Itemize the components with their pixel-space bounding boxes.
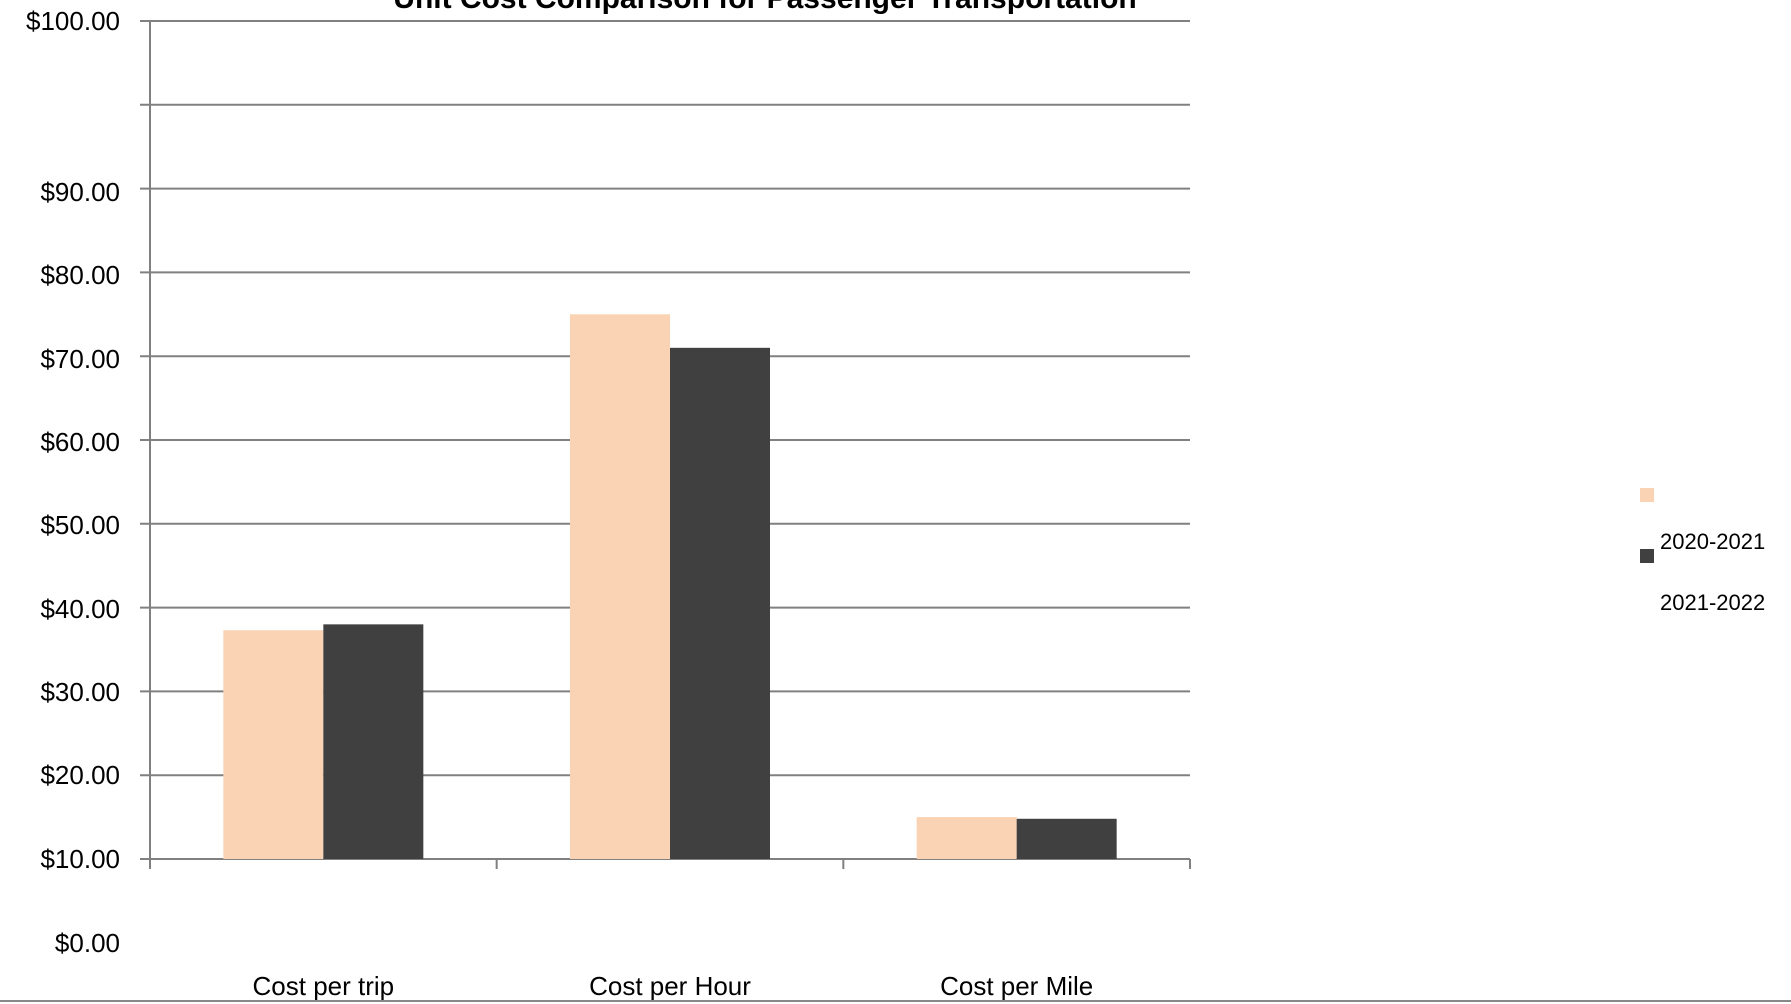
y-tick-label: $30.00	[40, 677, 120, 707]
legend-label-2020-2021: 2020-2021	[1660, 529, 1765, 554]
y-axis-tick-labels: $0.00 $10.00 $20.00 $30.00 $40.00 $50.00 $60.0…	[26, 6, 120, 958]
legend-label-2021-2022: 2021-2022	[1660, 590, 1765, 615]
legend: 2020-2021 2021-2022	[1640, 488, 1765, 615]
y-tick-label: $10.00	[40, 844, 120, 874]
y-tick-label: $60.00	[40, 427, 120, 457]
x-axis-category-labels: Cost per trip Cost per Hour Cost per Mile	[253, 971, 1094, 1001]
y-tick-label: $40.00	[40, 594, 120, 624]
x-category-label: Cost per Mile	[940, 971, 1093, 1001]
y-tick-label: $90.00	[40, 177, 120, 207]
y-tick-label: $50.00	[40, 510, 120, 540]
bar-2021-2022-Cost per Mile	[1016, 818, 1117, 859]
x-category-label: Cost per Hour	[589, 971, 751, 1001]
y-tick-label: $20.00	[40, 760, 120, 790]
bar-2021-2022-Cost per Hour	[670, 347, 770, 859]
x-category-label: Cost per trip	[253, 971, 395, 1001]
y-tick-label: $0.00	[55, 928, 120, 958]
bar-2020-2021-Cost per trip	[223, 630, 324, 859]
bars	[223, 314, 1117, 859]
bar-2020-2021-Cost per Hour	[570, 314, 670, 859]
legend-swatch-2021-2022	[1640, 549, 1654, 563]
bar-2021-2022-Cost per trip	[323, 624, 424, 859]
chart-title: Unit Cost Comparison for Passenger Trans…	[393, 0, 1136, 15]
y-tick-label: $70.00	[40, 344, 120, 374]
y-tick-label: $80.00	[40, 260, 120, 290]
y-tick-label: $100.00	[26, 6, 120, 36]
legend-swatch-2020-2021	[1640, 488, 1654, 502]
bar-2020-2021-Cost per Mile	[916, 817, 1017, 859]
